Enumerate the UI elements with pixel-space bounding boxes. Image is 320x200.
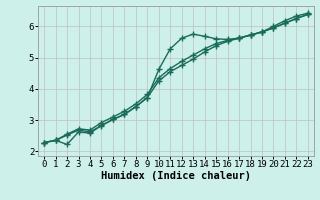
X-axis label: Humidex (Indice chaleur): Humidex (Indice chaleur) bbox=[101, 171, 251, 181]
